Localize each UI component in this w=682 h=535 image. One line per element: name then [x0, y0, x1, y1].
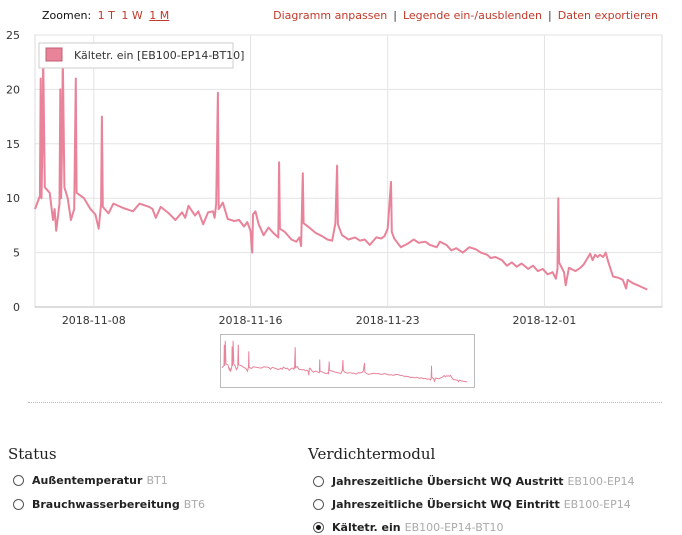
radio-button[interactable]	[13, 475, 24, 486]
separator: |	[393, 9, 397, 22]
series-line	[34, 55, 648, 291]
legend-swatch	[45, 47, 63, 62]
option-code: EB100-EP14	[567, 475, 635, 488]
zoom-controls: Zoomen: 1 T 1 W 1 M	[42, 9, 169, 22]
x-tick-label: 2018-12-01	[512, 314, 576, 327]
x-tick-label: 2018-11-16	[219, 314, 283, 327]
chart-grid	[34, 34, 663, 308]
y-tick-label: 15	[6, 138, 20, 151]
radio-button[interactable]	[313, 476, 324, 487]
plot-area	[34, 34, 663, 308]
y-tick-label: 20	[6, 83, 20, 96]
option-brauchwasserbereitung[interactable]: Brauchwasserbereitung BT6	[13, 498, 205, 511]
option-code: EB100-EP14-BT10	[404, 521, 504, 534]
separator: |	[548, 9, 552, 22]
option-code: BT1	[146, 474, 168, 487]
x-axis-ticks: 2018-11-08 2018-11-16 2018-11-23 2018-12-01	[62, 314, 577, 327]
zoom-label: Zoomen:	[42, 9, 92, 22]
legend-label: Kältetr. ein [EB100-EP14-BT10]	[74, 49, 244, 62]
toggle-legend-link[interactable]: Legende ein-/ausblenden	[402, 9, 543, 22]
option-code: EB100-EP14	[563, 498, 631, 511]
divider	[28, 402, 662, 403]
option-label: Kältetr. ein	[332, 521, 401, 534]
zoom-1-month[interactable]: 1 M	[149, 9, 170, 22]
y-tick-label: 10	[6, 192, 20, 205]
option-wq-austritt[interactable]: Jahreszeitliche Übersicht WQ Austritt EB…	[313, 475, 635, 488]
navigator-frame	[220, 334, 475, 388]
chart-actions: Diagramm anpassen | Legende ein-/ausblende…	[273, 9, 658, 22]
option-kaeltetraeger-ein[interactable]: Kältetr. ein EB100-EP14-BT10	[313, 521, 504, 534]
status-title: Status	[8, 445, 57, 463]
line-chart: 0 5 10 15 20 25 2018-11-08 2018-11-16 2018-11-2…	[6, 29, 663, 327]
option-label: Jahreszeitliche Übersicht WQ Eintritt	[332, 498, 560, 511]
y-tick-label: 0	[13, 301, 20, 314]
range-navigator[interactable]	[220, 334, 475, 388]
option-aussentemperatur[interactable]: Außentemperatur BT1	[13, 474, 168, 487]
option-wq-eintritt[interactable]: Jahreszeitliche Übersicht WQ Eintritt EB…	[313, 498, 631, 511]
option-label: Außentemperatur	[32, 474, 143, 487]
radio-button[interactable]	[313, 499, 324, 510]
x-tick-label: 2018-11-08	[62, 314, 126, 327]
zoom-1-week[interactable]: 1 W	[121, 9, 143, 22]
option-label: Jahreszeitliche Übersicht WQ Austritt	[332, 475, 564, 488]
option-label: Brauchwasserbereitung	[32, 498, 180, 511]
y-axis-ticks: 0 5 10 15 20 25	[6, 29, 20, 314]
radio-button-selected[interactable]	[313, 522, 324, 533]
navigator-series-line	[221, 340, 468, 383]
compressor-title: Verdichtermodul	[308, 445, 436, 463]
option-code: BT6	[183, 498, 206, 511]
chart-toolbar: Zoomen: 1 T 1 W 1 M Diagramm anpassen | Le…	[0, 9, 682, 25]
y-tick-label: 5	[13, 247, 20, 260]
radio-button[interactable]	[13, 499, 24, 510]
x-tick-label: 2018-11-23	[356, 314, 420, 327]
export-data-link[interactable]: Daten exportieren	[557, 9, 658, 22]
legend-box	[38, 42, 234, 69]
customize-chart-link[interactable]: Diagramm anpassen	[273, 9, 388, 22]
legend[interactable]: Kältetr. ein [EB100-EP14-BT10]	[38, 42, 244, 69]
zoom-1-day[interactable]: 1 T	[97, 9, 115, 22]
y-tick-label: 25	[6, 29, 20, 42]
